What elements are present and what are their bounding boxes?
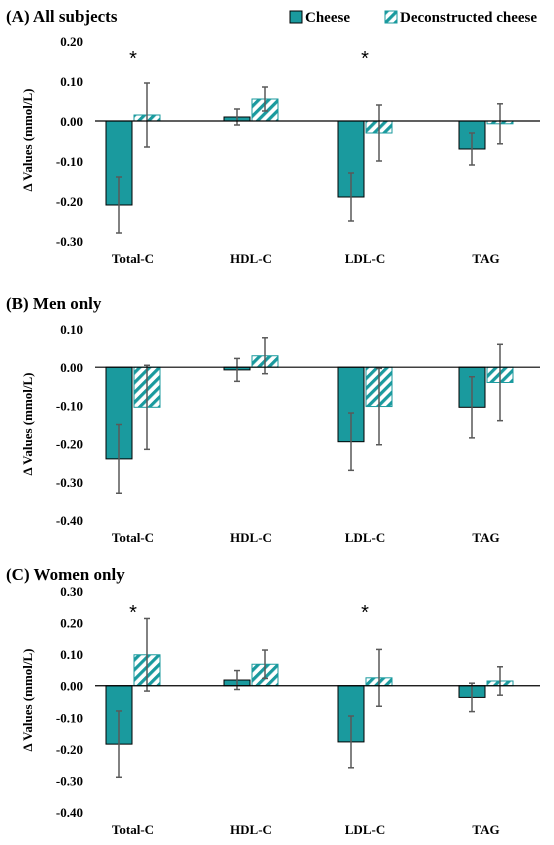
y-tick-label: 0.00 (60, 360, 83, 375)
y-tick-label: 0.00 (60, 679, 83, 694)
y-tick-label: -0.20 (56, 194, 83, 209)
y-tick-label: -0.30 (56, 234, 83, 249)
x-category-label: Total-C (112, 530, 154, 545)
y-tick-label: -0.40 (56, 513, 83, 528)
y-tick-label: 0.10 (60, 322, 83, 337)
y-tick-label: 0.10 (60, 647, 83, 662)
y-tick-label: -0.10 (56, 710, 83, 725)
x-category-label: LDL-C (345, 530, 385, 545)
significance-asterisk: * (129, 602, 137, 624)
y-tick-label: -0.40 (56, 805, 83, 820)
y-tick-label: 0.20 (60, 34, 83, 49)
x-category-label: TAG (472, 251, 499, 266)
x-category-label: Total-C (112, 822, 154, 837)
y-tick-label: 0.10 (60, 74, 83, 89)
significance-asterisk: * (129, 48, 137, 70)
y-tick-label: 0.30 (60, 584, 83, 599)
panel-title: (C) Women only (6, 565, 125, 584)
y-tick-label: 0.20 (60, 616, 83, 631)
panel-title: (B) Men only (6, 294, 102, 313)
y-axis-label: Δ Values (mmol/L) (20, 648, 35, 751)
x-category-label: TAG (472, 822, 499, 837)
y-tick-label: -0.20 (56, 742, 83, 757)
panel-women-only: (C) Women only Δ Values (mmol/L) 0.30 0.2… (6, 565, 540, 837)
panel-all-subjects: (A) All subjects Δ Values (mmol/L) 0.20 0… (6, 7, 540, 266)
legend-swatch-cheese (289, 10, 303, 24)
legend-label-cheese: Cheese (305, 10, 350, 26)
y-axis-label: Δ Values (mmol/L) (20, 372, 35, 475)
y-tick-label: -0.10 (56, 398, 83, 413)
x-category-label: HDL-C (230, 530, 272, 545)
y-tick-label: -0.30 (56, 475, 83, 490)
y-tick-label: -0.10 (56, 154, 83, 169)
x-category-label: LDL-C (345, 251, 385, 266)
legend: Cheese Deconstructed cheese (289, 10, 537, 26)
legend-swatch-deconstructed (384, 10, 398, 24)
panel-men-only: (B) Men only Δ Values (mmol/L) 0.10 0.00 -… (6, 294, 540, 545)
significance-asterisk: * (361, 602, 369, 624)
panel-title: (A) All subjects (6, 7, 118, 26)
y-axis-label: Δ Values (mmol/L) (20, 88, 35, 191)
x-category-label: HDL-C (230, 822, 272, 837)
x-category-label: Total-C (112, 251, 154, 266)
x-category-label: LDL-C (345, 822, 385, 837)
significance-asterisk: * (361, 48, 369, 70)
y-tick-label: -0.20 (56, 437, 83, 452)
x-category-label: TAG (472, 530, 499, 545)
y-tick-label: -0.30 (56, 773, 83, 788)
x-category-label: HDL-C (230, 251, 272, 266)
legend-label-deconstructed: Deconstructed cheese (400, 10, 537, 26)
y-tick-label: 0.00 (60, 114, 83, 129)
